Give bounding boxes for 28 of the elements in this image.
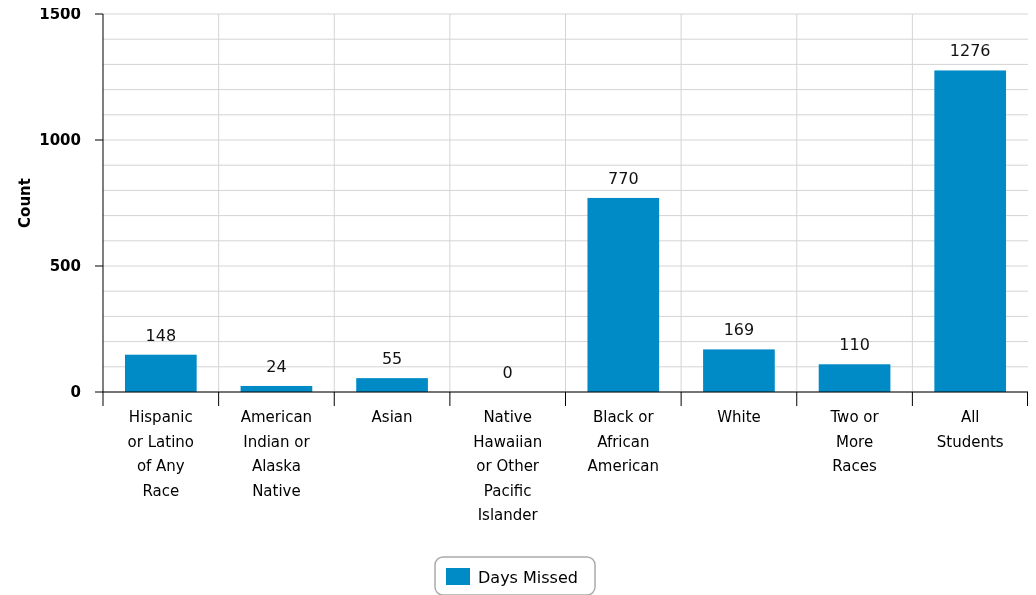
data-label: 0 xyxy=(502,363,513,382)
legend-label: Days Missed xyxy=(478,567,578,587)
data-label: 148 xyxy=(145,325,177,345)
y-tick-label: 1500 xyxy=(39,5,81,24)
data-label: 770 xyxy=(608,168,639,188)
x-tick-label: Two or More Races xyxy=(829,408,880,475)
x-tick-label: Asian xyxy=(371,408,413,426)
y-tick-label: 1000 xyxy=(39,131,81,150)
x-tick-label: American Indian or Alaska Native xyxy=(240,408,313,500)
x-tick-label: Native Hawaiian or Other Pacific Islander xyxy=(473,408,543,524)
x-tick-label: White xyxy=(717,408,761,426)
y-tick-label: 500 xyxy=(49,257,81,276)
bar xyxy=(934,70,1007,392)
x-tick-label: All Students xyxy=(936,408,1004,451)
data-label: 24 xyxy=(266,356,287,376)
y-tick-label: 0 xyxy=(70,383,81,402)
x-tick-label: Black or African American xyxy=(587,408,660,475)
bar xyxy=(587,197,660,392)
bar xyxy=(356,378,428,392)
bar xyxy=(818,364,891,392)
y-axis-title: Count xyxy=(16,178,34,228)
data-label: 55 xyxy=(381,349,403,369)
bar xyxy=(124,354,197,392)
data-label: 1276 xyxy=(949,41,991,61)
data-label: 169 xyxy=(723,320,755,340)
data-label: 110 xyxy=(839,335,870,355)
x-tick-label: Hispanic or Latino of Any Race xyxy=(127,408,195,500)
bar xyxy=(703,349,775,392)
